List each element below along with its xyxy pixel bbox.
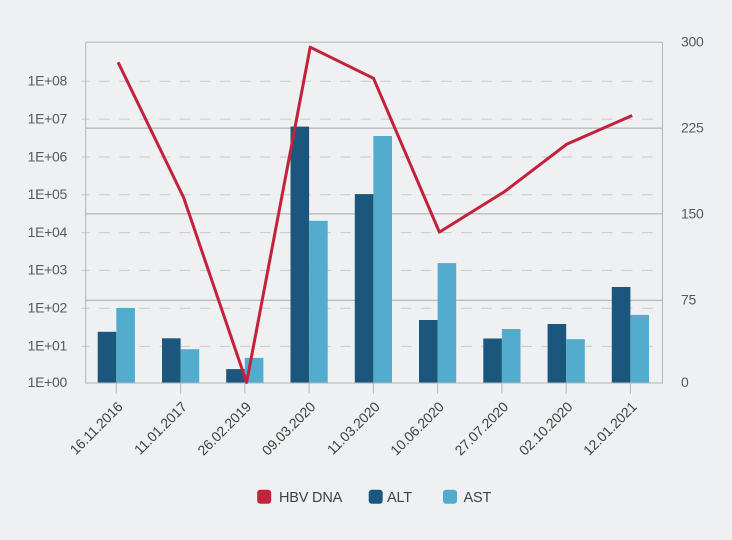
svg-text:1E+00: 1E+00 [28, 374, 68, 390]
svg-text:ALT: ALT [387, 490, 412, 506]
svg-text:150: 150 [681, 205, 704, 221]
svg-text:1E+02: 1E+02 [28, 300, 68, 316]
svg-text:1E+06: 1E+06 [28, 148, 68, 164]
svg-text:1E+04: 1E+04 [28, 224, 68, 240]
svg-text:1E+08: 1E+08 [28, 73, 68, 89]
svg-text:300: 300 [681, 34, 704, 50]
svg-text:AST: AST [464, 490, 492, 506]
svg-text:1E+01: 1E+01 [28, 338, 68, 354]
svg-text:1E+03: 1E+03 [28, 262, 68, 278]
svg-text:1E+05: 1E+05 [28, 186, 68, 202]
svg-text:0: 0 [681, 374, 689, 390]
svg-text:HBV DNA: HBV DNA [279, 490, 343, 506]
svg-text:225: 225 [681, 120, 704, 136]
svg-text:1E+07: 1E+07 [28, 110, 68, 126]
svg-text:75: 75 [681, 292, 696, 308]
